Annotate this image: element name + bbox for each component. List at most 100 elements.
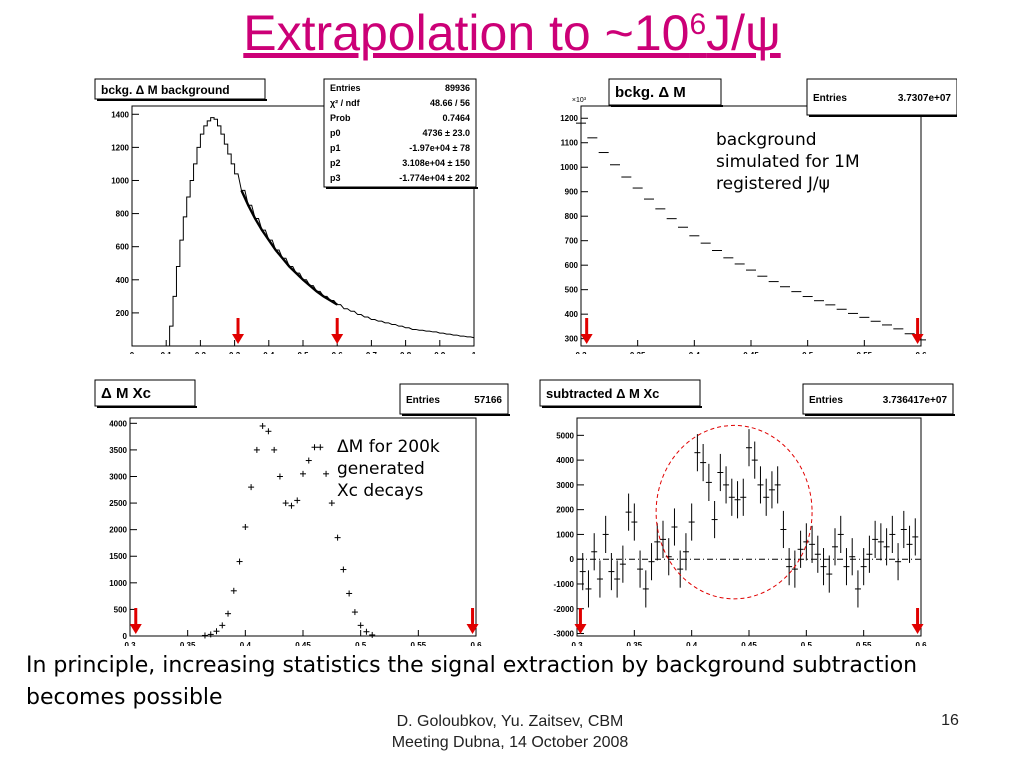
data-point bbox=[213, 628, 220, 635]
stats-value: 3.108e+04 ± 150 bbox=[402, 158, 470, 168]
chart-title-shadow bbox=[542, 406, 702, 408]
x-tick-label: 0.3 bbox=[124, 641, 136, 646]
footer-line-2: Meeting Dubna, 14 October 2008 bbox=[391, 733, 629, 751]
y-tick-label: -2000 bbox=[554, 605, 575, 614]
chart-title-box bbox=[608, 78, 722, 106]
data-point bbox=[791, 550, 798, 588]
arrow-head bbox=[911, 624, 924, 634]
data-point bbox=[602, 515, 609, 554]
data-point bbox=[682, 533, 689, 571]
x-tick-label: 0.5 bbox=[355, 641, 367, 646]
data-point bbox=[786, 548, 793, 586]
data-point bbox=[895, 543, 902, 581]
stats-value: 48.66 / 56 bbox=[430, 98, 470, 108]
y-tick-label: 400 bbox=[116, 276, 130, 285]
stats-value: 3.736417e+07 bbox=[883, 395, 948, 406]
x-tick-label: 0.55 bbox=[411, 641, 427, 646]
data-point bbox=[236, 558, 243, 565]
stats-value: -1.774e+04 ± 202 bbox=[399, 173, 470, 183]
data-point bbox=[717, 453, 724, 492]
footer-line-1: D. Goloubkov, Yu. Zaitsev, CBM bbox=[396, 713, 624, 730]
data-point bbox=[757, 466, 764, 504]
fit-region-line bbox=[240, 189, 338, 306]
data-point bbox=[579, 553, 586, 591]
red-arrow bbox=[232, 318, 245, 344]
arrow-head bbox=[580, 334, 593, 344]
x-tick-label: 0 bbox=[130, 351, 135, 354]
y-tick-label: 500 bbox=[565, 286, 579, 295]
data-point bbox=[619, 545, 626, 583]
x-tick-label: 0.2 bbox=[195, 351, 207, 354]
data-point bbox=[317, 444, 324, 451]
stats-value: 0.7464 bbox=[442, 113, 470, 123]
data-point bbox=[660, 520, 666, 558]
data-point bbox=[860, 548, 867, 586]
data-point bbox=[803, 523, 810, 561]
y-tick-label: 900 bbox=[565, 188, 579, 197]
xc-note: ΔM for 200k generated Xc decays bbox=[337, 437, 440, 502]
x-tick-label: 0.1 bbox=[161, 351, 173, 354]
stats-key: Entries bbox=[330, 83, 361, 93]
data-point bbox=[866, 535, 873, 573]
plot-frame bbox=[580, 105, 922, 347]
y-tick-label: -1000 bbox=[554, 580, 575, 589]
arrow-head bbox=[232, 334, 245, 344]
data-point bbox=[323, 470, 330, 477]
red-arrow bbox=[911, 608, 924, 634]
y-tick-label: 1100 bbox=[561, 139, 579, 148]
data-point bbox=[774, 466, 781, 504]
stats-key: p3 bbox=[330, 173, 341, 183]
stats-key: Entries bbox=[406, 395, 440, 406]
data-point bbox=[207, 631, 214, 638]
data-point bbox=[832, 528, 838, 566]
data-point bbox=[614, 560, 621, 598]
data-point bbox=[677, 550, 684, 588]
footer: D. Goloubkov, Yu. Zaitsev, CBM Meeting D… bbox=[330, 712, 690, 754]
data-point bbox=[746, 429, 752, 467]
stats-key: p0 bbox=[330, 128, 341, 138]
x-tick-label: 0.5 bbox=[801, 641, 813, 646]
data-point bbox=[631, 503, 638, 541]
data-point bbox=[780, 510, 787, 549]
chart-bkg-window: 0.3 0.35 0.4 0.45 0.5 0.55 0.6 300 400 500 600 700 8… bbox=[560, 78, 957, 354]
data-point bbox=[723, 466, 730, 504]
y-tick-label: 5000 bbox=[556, 431, 574, 440]
chart-title: bckg. Δ M background bbox=[101, 83, 230, 97]
red-arrow bbox=[911, 318, 924, 344]
stats-value: 57166 bbox=[474, 395, 502, 406]
panel-bkg-window: 0.3 0.35 0.4 0.45 0.5 0.55 0.6 300 400 500 600 700 8… bbox=[541, 76, 957, 354]
x-tick-label: 0.5 bbox=[802, 351, 814, 354]
chart-title-shadow bbox=[97, 406, 197, 408]
data-point bbox=[276, 473, 283, 480]
red-arrow bbox=[466, 608, 479, 634]
data-point bbox=[642, 570, 649, 608]
data-point bbox=[694, 434, 701, 472]
data-point bbox=[814, 535, 821, 573]
data-point bbox=[872, 520, 879, 558]
data-point bbox=[591, 533, 598, 571]
data-point bbox=[906, 525, 913, 563]
data-point bbox=[271, 446, 278, 453]
x-tick-label: 0.35 bbox=[627, 641, 643, 646]
x-tick-label: 0.3 bbox=[571, 641, 583, 646]
data-point bbox=[849, 538, 856, 576]
x-tick-label: 0.45 bbox=[295, 641, 311, 646]
stats-key: Entries bbox=[813, 93, 847, 104]
data-point bbox=[854, 570, 861, 608]
data-point bbox=[734, 481, 741, 519]
title-superscript: 6 bbox=[689, 8, 707, 41]
y-tick-label: 1200 bbox=[560, 114, 578, 123]
data-point bbox=[648, 543, 655, 581]
x-tick-label: 0.45 bbox=[741, 641, 757, 646]
chart-subtracted: 0.3 0.35 0.4 0.45 0.5 0.55 0.6 -3000 -2000 -1000 0… bbox=[539, 379, 955, 646]
data-point bbox=[242, 524, 249, 530]
data-point bbox=[877, 523, 884, 561]
y-tick-label: 800 bbox=[116, 210, 130, 219]
y-tick-label: 4000 bbox=[109, 419, 127, 428]
x-tick-label: 1 bbox=[472, 351, 477, 354]
data-point bbox=[248, 484, 255, 491]
y-tick-label: 700 bbox=[565, 237, 579, 246]
data-point bbox=[340, 566, 347, 573]
y-tick-label: 0 bbox=[570, 555, 575, 564]
y-tick-label: 1200 bbox=[111, 143, 129, 152]
